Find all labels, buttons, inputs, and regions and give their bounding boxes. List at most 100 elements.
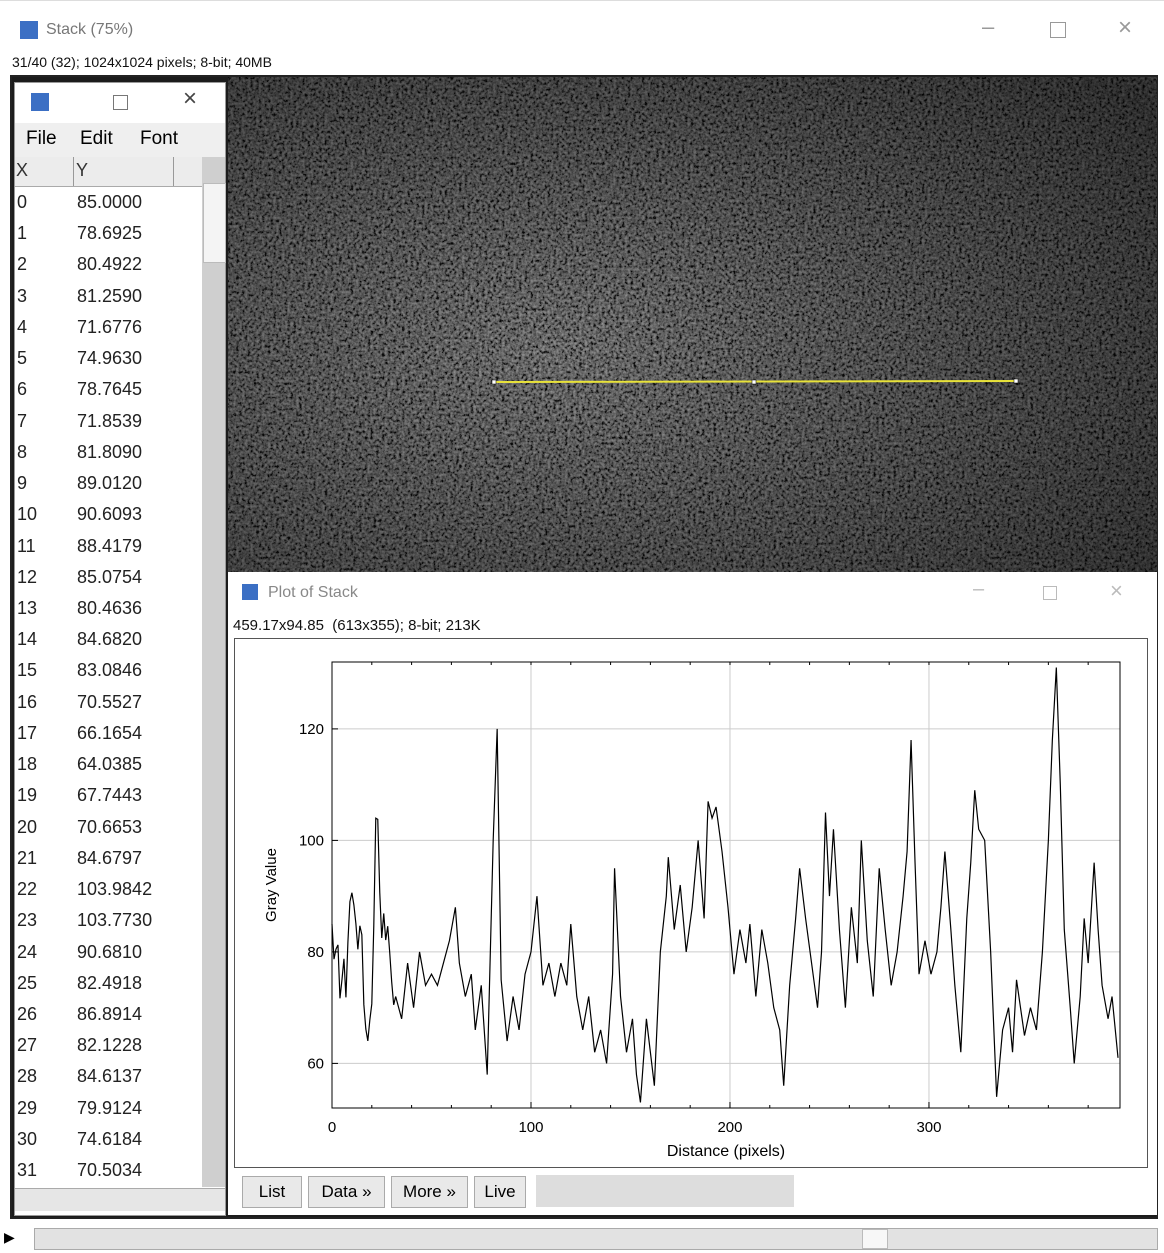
table-cell: 30 (17, 1128, 38, 1149)
table-cell: 86.8914 (77, 1003, 143, 1024)
table-cell: 82.4918 (77, 972, 143, 993)
horizontal-scrollbar[interactable] (15, 1188, 225, 1211)
table-cell: 67.7443 (77, 785, 143, 806)
close-button[interactable]: × (1118, 14, 1133, 41)
slice-thumb[interactable] (862, 1229, 888, 1249)
y-tick-label: 120 (299, 721, 324, 738)
maximize-button[interactable] (1043, 586, 1057, 600)
x-tick-label: 200 (717, 1119, 742, 1136)
table-cell: 2 (17, 254, 28, 275)
x-tick-label: 300 (916, 1119, 941, 1136)
table-cell: 85.0000 (77, 192, 143, 212)
table-cell: 4 (17, 316, 28, 337)
column-header: Y (76, 160, 89, 180)
microscopy-image (228, 77, 1157, 572)
table-cell: 85.0754 (77, 566, 143, 587)
table-cell: 84.6820 (77, 629, 143, 650)
table-cell: 78.7645 (77, 379, 143, 400)
table-cell: 80.4636 (77, 597, 143, 618)
status-field (536, 1175, 794, 1207)
header-divider (73, 157, 74, 186)
selection-handle[interactable] (491, 379, 497, 385)
minimize-button[interactable]: – (973, 578, 985, 600)
table-cell: 81.2590 (77, 285, 143, 306)
y-axis-label: Gray Value (263, 848, 280, 922)
y-tick-label: 100 (299, 832, 324, 849)
table-cell: 18 (17, 754, 38, 775)
plot-button[interactable]: Data » (308, 1176, 385, 1208)
table-cell: 70.5527 (77, 691, 143, 712)
table-cell: 11 (17, 535, 36, 556)
plot-area-border (331, 661, 1121, 1109)
close-button[interactable]: × (183, 85, 198, 112)
table-cell: 5 (17, 348, 28, 369)
menu-item[interactable]: File (26, 128, 57, 149)
minimize-button[interactable]: – (982, 14, 995, 39)
table-cell: 70.5034 (77, 1160, 143, 1181)
app-icon (242, 584, 258, 600)
table-cell: 74.6184 (77, 1128, 143, 1149)
menu-item[interactable]: Font (140, 128, 179, 149)
plot-button[interactable]: Live (474, 1176, 526, 1208)
table-cell: 3 (17, 285, 28, 306)
play-button[interactable]: ▶ (4, 1229, 15, 1245)
table-cell: 1 (17, 223, 28, 244)
x-axis-label: Distance (pixels) (667, 1143, 785, 1160)
maximize-button[interactable] (113, 95, 128, 110)
table-cell: 27 (17, 1035, 38, 1056)
table-cell: 103.9842 (77, 879, 153, 900)
table-cell: 78.6925 (77, 223, 143, 244)
table-cell: 10 (17, 504, 38, 525)
table-cell: 90.6810 (77, 941, 143, 962)
table-cell: 6 (17, 379, 28, 400)
table-cell: 29 (17, 1097, 38, 1118)
table-cell: 82.1228 (77, 1035, 143, 1056)
selection-handle[interactable] (751, 379, 757, 385)
table-cell: 103.7730 (77, 910, 153, 931)
table-cell: 89.0120 (77, 473, 143, 494)
results-window: × (14, 82, 226, 1216)
table-cell: 84.6137 (77, 1066, 143, 1087)
stack-slider-bar: ▶ (0, 1226, 1160, 1250)
table-cell: 25 (17, 972, 38, 993)
table-cell: 71.6776 (77, 316, 143, 337)
table-cell: 81.8090 (77, 441, 143, 462)
plot-button[interactable]: List (242, 1176, 302, 1208)
table-cell: 8 (17, 441, 28, 462)
vertical-scrollbar[interactable] (202, 157, 225, 1187)
menu-item[interactable]: Edit (80, 128, 113, 149)
table-cell: 28 (17, 1066, 38, 1087)
table-cell: 9 (17, 473, 28, 494)
table-cell: 79.9124 (77, 1097, 143, 1118)
table-cell: 16 (17, 691, 38, 712)
slice-scrollbar[interactable] (34, 1228, 1158, 1250)
plot-frame (234, 638, 1148, 1168)
table-cell: 84.6797 (77, 847, 143, 868)
table-header (15, 157, 202, 187)
scrollbar-thumb[interactable] (203, 183, 226, 263)
profile-plot: 0 100 200 300 60 80 100 120 Distance (pixels) Gra… (263, 661, 1121, 1160)
table-cell: 19 (17, 785, 38, 806)
plot-button[interactable]: More » (391, 1176, 468, 1208)
table-cell: 83.0846 (77, 660, 143, 681)
table-cell: 70.6653 (77, 816, 143, 837)
table-cell: 17 (17, 722, 38, 743)
app-icon (31, 93, 49, 111)
table-cell: 26 (17, 1003, 38, 1024)
table-cell: 64.0385 (77, 754, 143, 775)
table-cell: 88.4179 (77, 535, 143, 556)
menu-bar (15, 123, 225, 157)
y-tick-label: 80 (307, 944, 324, 961)
table-cell: 14 (17, 629, 38, 650)
table-cell: 15 (17, 660, 38, 681)
close-button[interactable]: × (1110, 578, 1123, 603)
table-cell: 31 (17, 1160, 38, 1181)
maximize-button[interactable] (1050, 22, 1066, 38)
table-cell: 22 (17, 879, 38, 900)
selection-handle[interactable] (1013, 378, 1019, 384)
table-cell: 0 (17, 192, 28, 212)
x-tick-label: 100 (518, 1119, 543, 1136)
image-info: 31/40 (32); 1024x1024 pixels; 8-bit; 40M… (12, 54, 272, 70)
